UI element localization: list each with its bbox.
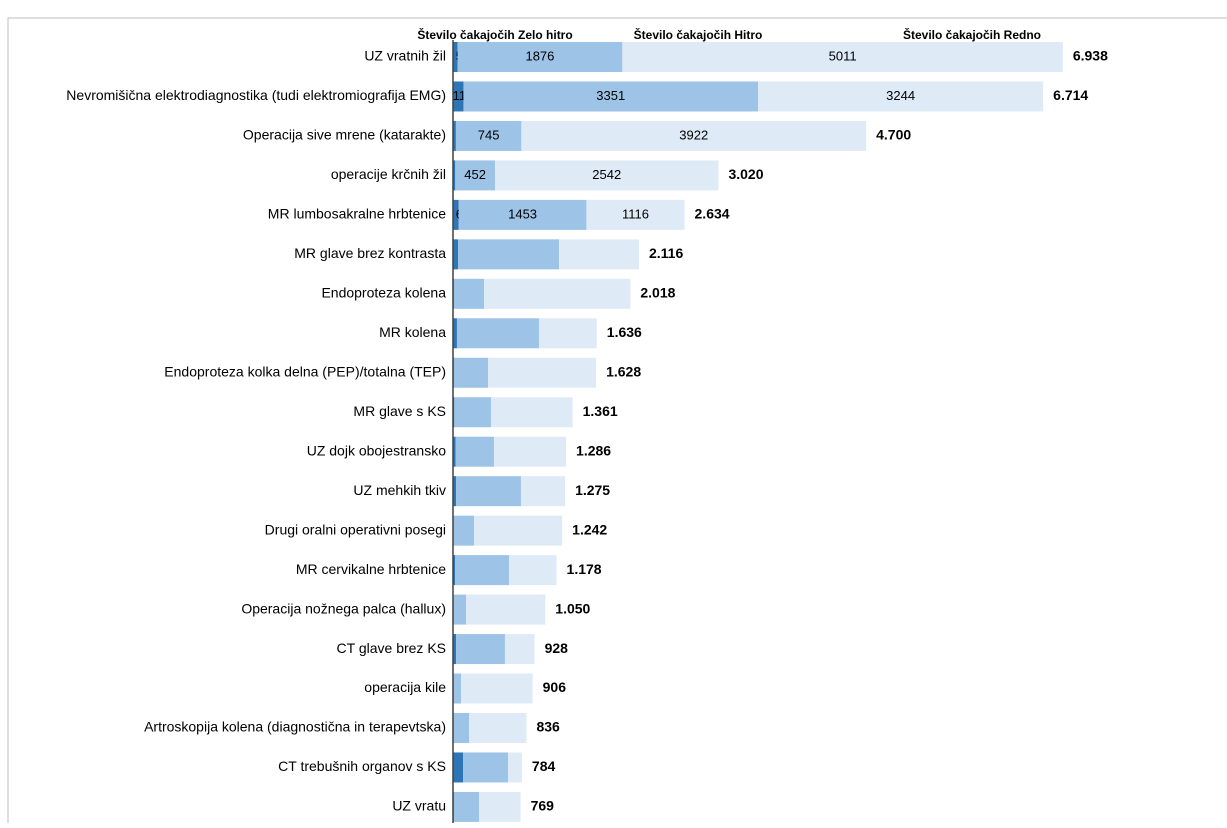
category-label: Endoproteza kolka delna (PEP)/totalna (T…	[164, 363, 446, 379]
total-label: 928	[545, 640, 569, 656]
category-label: operacije krčnih žil	[331, 166, 446, 182]
category-label: Drugi oralni operativni posegi	[265, 521, 446, 537]
category-label: UZ mehkih tkiv	[353, 482, 446, 498]
category-label: UZ vratu	[392, 798, 446, 814]
bar-segment	[453, 713, 469, 743]
category-label: CT trebušnih organov s KS	[278, 758, 446, 774]
total-label: 1.628	[606, 363, 641, 379]
bar-segment	[456, 634, 505, 664]
bar-segment	[466, 595, 545, 625]
total-label: 1.286	[576, 442, 611, 458]
bar-segment	[488, 358, 596, 388]
category-label: CT glave brez KS	[337, 640, 446, 656]
total-label: 4.700	[876, 127, 911, 143]
bar-segment	[508, 752, 522, 782]
category-label: Endoproteza kolena	[321, 285, 446, 301]
category-label: MR cervikalne hrbtenice	[296, 561, 446, 577]
total-label: 1.636	[607, 324, 642, 340]
segment-label: 3351	[596, 88, 625, 103]
bar-segment	[454, 792, 479, 822]
total-label: 2.116	[649, 245, 683, 261]
bar-segment	[539, 318, 597, 348]
category-label: MR lumbosakralne hrbtenice	[268, 206, 446, 222]
bar-segment	[453, 595, 466, 625]
total-label: 6.938	[1073, 48, 1108, 64]
bar-segment	[479, 792, 521, 822]
total-label: 1.050	[555, 600, 590, 616]
segment-label: 1876	[525, 48, 554, 63]
total-label: 906	[543, 679, 567, 695]
bar-segment	[457, 318, 539, 348]
bar-segment	[453, 752, 463, 782]
total-label: 2.634	[695, 206, 730, 222]
category-label: operacija kile	[364, 679, 446, 695]
segment-label: 3922	[679, 127, 708, 142]
legend-label: Število čakajočih Redno	[903, 27, 1041, 42]
bar-segment	[454, 516, 474, 546]
category-label: UZ dojk obojestransko	[307, 442, 447, 458]
legend-label: Število čakajočih Zelo hitro	[417, 27, 572, 42]
category-label: MR glave s KS	[353, 403, 446, 419]
total-label: 1.361	[583, 403, 618, 419]
total-label: 1.242	[572, 521, 607, 537]
bar-segment	[454, 358, 488, 388]
bar-segment	[454, 279, 484, 309]
segment-label: 5011	[829, 48, 857, 63]
total-label: 3.020	[728, 166, 763, 182]
total-label: 2.018	[640, 285, 675, 301]
bar-segment	[494, 437, 566, 467]
total-label: 769	[531, 798, 555, 814]
legend-label: Število čakajočih Hitro	[634, 27, 763, 42]
bar-segment	[463, 752, 508, 782]
segment-label: 1453	[508, 206, 537, 221]
segment-label: 1116	[622, 206, 649, 221]
segment-label: 745	[478, 127, 500, 142]
bar-segment	[456, 437, 494, 467]
bar-segment	[505, 634, 535, 664]
total-label: 6.714	[1053, 87, 1088, 103]
category-label: MR glave brez kontrasta	[294, 245, 446, 261]
category-label: Operacija nožnega palca (hallux)	[241, 600, 446, 616]
bar-segment	[461, 674, 533, 704]
total-label: 1.275	[575, 482, 610, 498]
bar-segment	[456, 476, 521, 506]
segment-label: 452	[464, 167, 486, 182]
bar-segment	[491, 397, 573, 427]
bar-segment	[453, 239, 458, 269]
category-label: Artroskopija kolena (diagnostična in ter…	[144, 719, 446, 735]
bar-segment	[458, 239, 559, 269]
bar-segment	[484, 279, 630, 309]
total-label: 836	[536, 719, 560, 735]
bar-segment	[454, 397, 491, 427]
bar-segment	[559, 239, 639, 269]
bar-segment	[453, 674, 461, 704]
bar-segment	[455, 555, 509, 585]
category-label: MR kolena	[379, 324, 446, 340]
bar-segment	[474, 516, 562, 546]
bar-segment	[469, 713, 526, 743]
segment-label: 3244	[886, 88, 915, 103]
bar-segment	[509, 555, 557, 585]
total-label: 1.178	[567, 561, 602, 577]
category-label: UZ vratnih žil	[364, 48, 446, 64]
segment-label: 2542	[592, 167, 621, 182]
bar-segment	[521, 476, 565, 506]
total-label: 784	[532, 758, 556, 774]
category-label: Nevromišična elektrodiagnostika (tudi el…	[66, 87, 446, 103]
category-label: Operacija sive mrene (katarakte)	[243, 127, 446, 143]
